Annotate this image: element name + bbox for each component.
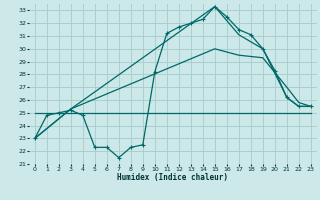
X-axis label: Humidex (Indice chaleur): Humidex (Indice chaleur): [117, 173, 228, 182]
